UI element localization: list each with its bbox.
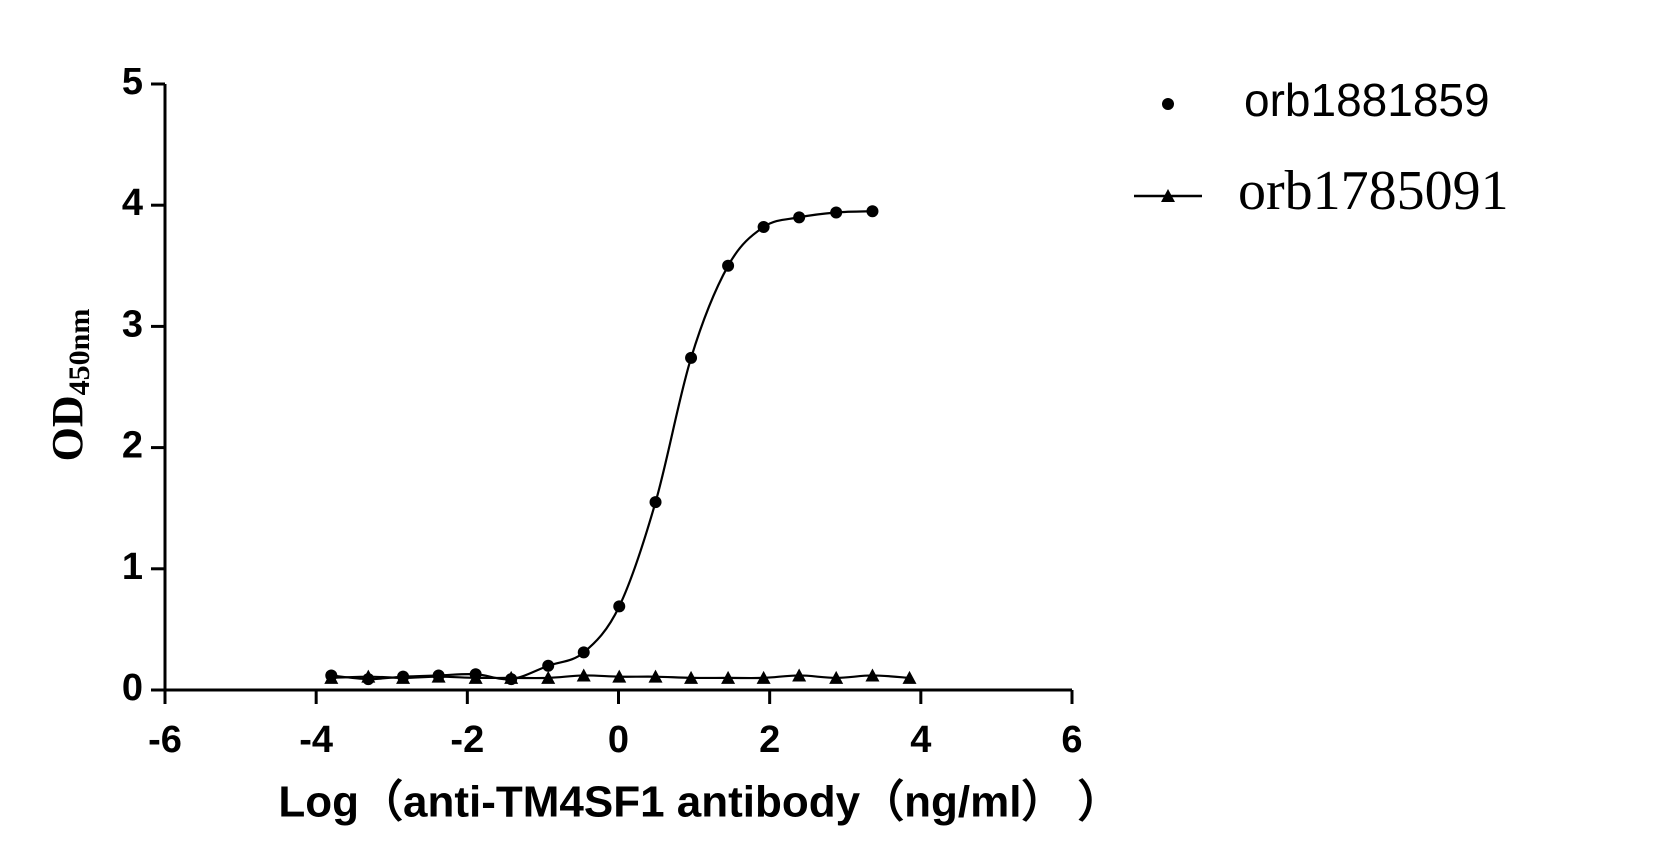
data-point <box>684 670 699 684</box>
data-point <box>324 670 339 684</box>
y-tick-label: 4 <box>122 182 143 224</box>
data-point <box>612 669 627 683</box>
legend-label: orb1881859 <box>1244 74 1490 126</box>
data-point <box>431 669 446 683</box>
data-point <box>722 259 735 272</box>
x-tick-label: 6 <box>1061 719 1082 761</box>
data-point <box>361 669 376 683</box>
data-point <box>792 668 807 682</box>
data-point <box>542 659 555 672</box>
data-point <box>577 646 590 659</box>
data-point <box>576 668 591 682</box>
data-point <box>504 670 519 684</box>
data-point <box>866 205 879 218</box>
data-point <box>541 670 556 684</box>
legend-label: orb1785091 <box>1238 160 1509 222</box>
data-point <box>649 496 662 509</box>
data-point <box>648 669 663 683</box>
y-label-main: OD <box>43 395 92 461</box>
data-point <box>721 670 736 684</box>
data-point <box>756 670 771 684</box>
data-point <box>829 670 844 684</box>
x-tick-label: 4 <box>910 719 931 761</box>
data-point <box>830 206 843 219</box>
data-point <box>865 668 880 682</box>
y-tick-label: 2 <box>122 425 143 467</box>
legend-marker <box>1162 98 1174 110</box>
fit-curve <box>331 210 873 681</box>
y-axis-label: OD450nm <box>43 309 96 462</box>
x-tick-label: 2 <box>759 719 780 761</box>
x-tick-label: -4 <box>299 719 333 761</box>
data-point <box>757 221 770 234</box>
x-axis-label: Log（anti-TM4SF1 antibody（ng/ml） ） <box>278 778 1121 827</box>
data-point <box>793 211 806 224</box>
y-label-sub: 450nm <box>63 309 96 396</box>
x-tick-label: 0 <box>608 719 629 761</box>
x-tick-label: -6 <box>148 719 182 761</box>
legend-marker <box>1161 189 1175 202</box>
data-point <box>396 670 411 684</box>
data-point <box>613 600 626 613</box>
y-tick-label: 3 <box>122 303 143 345</box>
y-tick-label: 5 <box>122 61 143 103</box>
x-tick-label: -2 <box>450 719 484 761</box>
y-tick-label: 1 <box>122 546 143 588</box>
data-point <box>468 670 483 684</box>
data-point <box>902 670 917 684</box>
data-point <box>685 351 698 364</box>
y-tick-label: 0 <box>122 667 143 709</box>
